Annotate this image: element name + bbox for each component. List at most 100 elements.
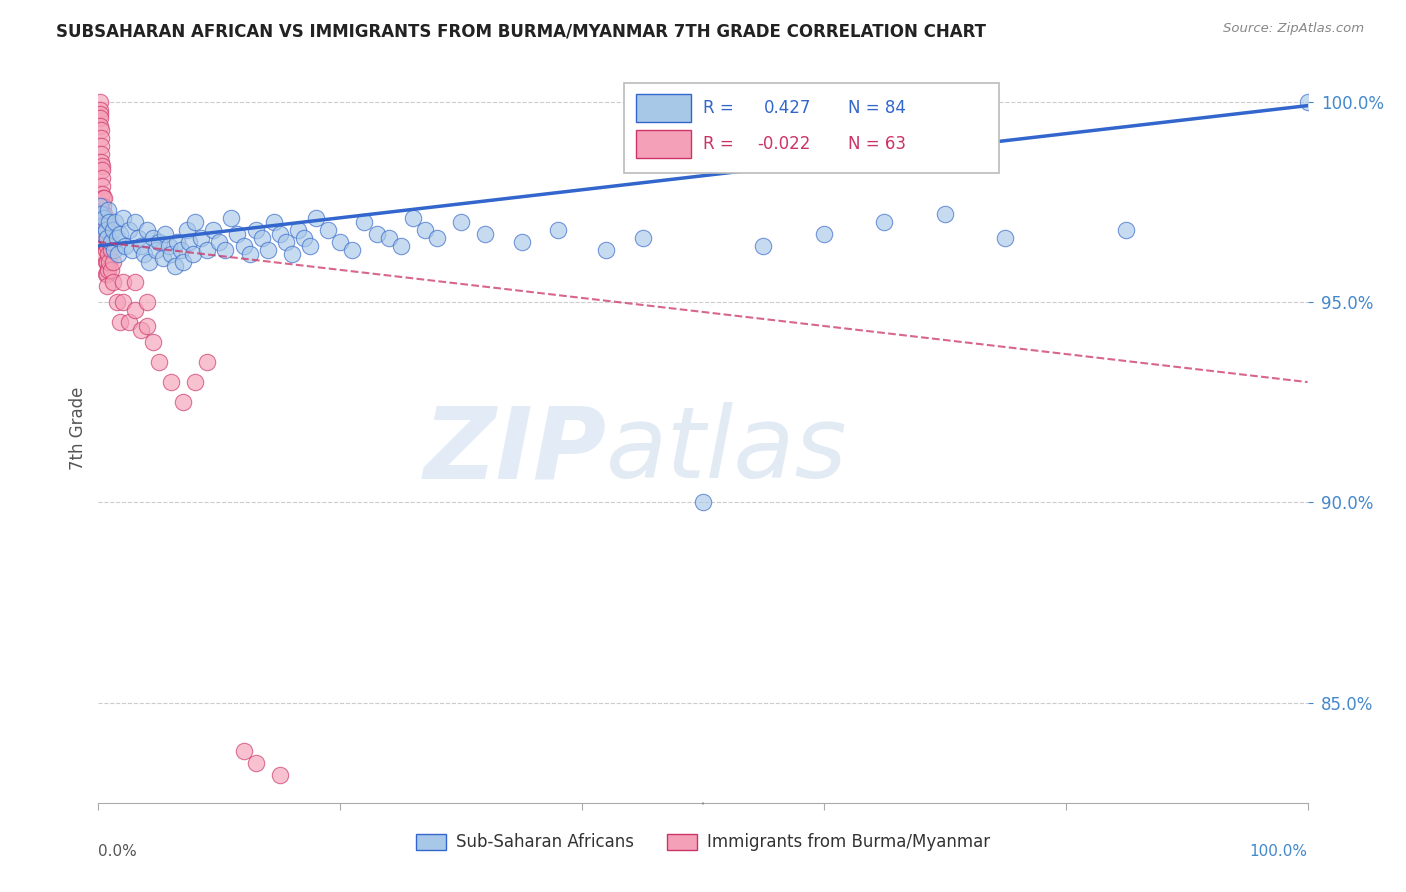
Point (97, 231, 120, 245)
Point (595, 243, 617, 257)
Point (299, 239, 322, 253)
Point (124, 215, 146, 229)
Point (118, 315, 141, 329)
Point (121, 243, 143, 257)
Point (93, 211, 115, 225)
Point (89, 119, 111, 133)
Point (111, 295, 134, 310)
Point (111, 275, 134, 289)
Point (90, 154, 112, 169)
Point (342, 243, 364, 257)
Point (169, 243, 191, 257)
Point (450, 215, 472, 229)
Point (366, 227, 388, 241)
Point (316, 223, 339, 237)
Point (263, 215, 285, 229)
Text: R =: R = (703, 136, 734, 153)
Text: 0.0%: 0.0% (98, 844, 138, 859)
Point (474, 227, 496, 241)
Point (135, 223, 157, 237)
Point (402, 211, 425, 225)
Point (179, 235, 201, 249)
Point (148, 355, 170, 369)
Point (353, 215, 375, 229)
Point (413, 223, 436, 237)
Text: N = 84: N = 84 (848, 99, 905, 117)
Point (232, 239, 254, 253)
Point (91, 191, 114, 205)
Point (105, 231, 128, 245)
Point (547, 223, 569, 237)
Point (90, 207, 112, 221)
FancyBboxPatch shape (637, 94, 690, 122)
Point (118, 223, 141, 237)
Text: 0.427: 0.427 (763, 99, 811, 117)
Point (1296, 95, 1319, 109)
Point (269, 227, 291, 241)
Point (91, 186, 114, 201)
Point (93, 235, 115, 249)
Point (100, 235, 122, 249)
Point (97, 263, 120, 277)
Point (631, 231, 654, 245)
Point (329, 235, 352, 249)
Point (152, 251, 174, 265)
Point (239, 247, 262, 261)
Point (138, 255, 160, 269)
Point (100, 243, 122, 257)
Point (101, 223, 124, 237)
Point (163, 259, 186, 273)
Text: Source: ZipAtlas.com: Source: ZipAtlas.com (1223, 22, 1364, 36)
Point (101, 275, 124, 289)
Point (96, 239, 118, 253)
Point (93, 223, 115, 237)
Point (96, 255, 118, 269)
Point (94, 231, 117, 245)
Point (813, 227, 835, 241)
Point (221, 211, 243, 225)
Legend: Sub-Saharan Africans, Immigrants from Burma/Myanmar: Sub-Saharan Africans, Immigrants from Bu… (409, 827, 997, 858)
Point (176, 223, 198, 237)
Point (510, 235, 533, 249)
Point (153, 227, 176, 241)
Point (98, 235, 121, 249)
Point (214, 243, 236, 257)
Point (124, 275, 146, 289)
Point (100, 263, 122, 277)
Point (181, 247, 204, 261)
Point (90, 122, 112, 136)
Point (94, 215, 117, 229)
Point (89, 106, 111, 120)
Point (103, 243, 125, 257)
Point (292, 231, 315, 245)
Point (96, 267, 118, 281)
Text: SUBSAHARAN AFRICAN VS IMMIGRANTS FROM BURMA/MYANMAR 7TH GRADE CORRELATION CHART: SUBSAHARAN AFRICAN VS IMMIGRANTS FROM BU… (56, 22, 986, 40)
Point (160, 375, 183, 389)
Point (93, 247, 115, 261)
Point (91, 199, 114, 213)
FancyBboxPatch shape (637, 130, 690, 159)
Point (250, 231, 273, 245)
Point (94, 255, 117, 269)
Point (134, 247, 156, 261)
Point (90, 138, 112, 153)
Point (91, 219, 114, 233)
Point (389, 239, 412, 253)
Point (91, 207, 114, 221)
Point (1115, 223, 1137, 237)
Point (148, 235, 170, 249)
Text: atlas: atlas (606, 402, 848, 500)
Point (91, 159, 114, 173)
Point (127, 231, 149, 245)
Point (172, 255, 194, 269)
Text: -0.022: -0.022 (758, 136, 811, 153)
Point (98, 255, 121, 269)
Point (873, 215, 896, 229)
Point (305, 211, 328, 225)
Point (129, 323, 152, 337)
Point (287, 223, 309, 237)
Y-axis label: 7th Grade: 7th Grade (69, 386, 87, 470)
Point (752, 239, 775, 253)
Point (90, 130, 112, 145)
Point (245, 756, 267, 770)
